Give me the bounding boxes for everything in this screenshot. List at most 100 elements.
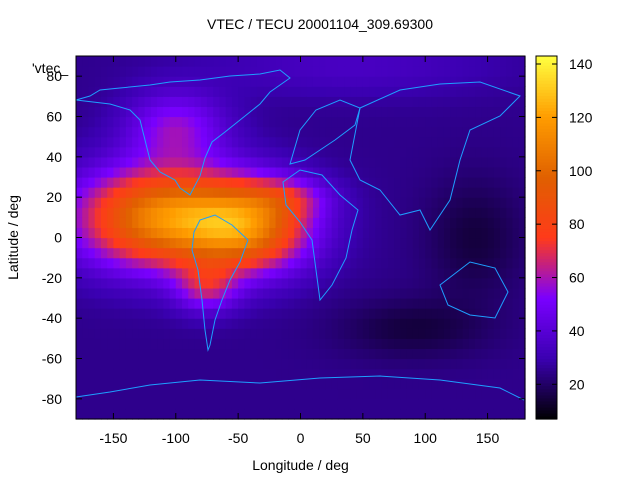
heatmap-cell <box>475 197 482 208</box>
heatmap-cell <box>238 378 245 390</box>
heatmap-cell <box>506 328 514 339</box>
heatmap-cell <box>381 207 389 218</box>
heatmap-cell <box>319 308 327 319</box>
heatmap-cell <box>487 298 495 309</box>
heatmap-cell <box>256 207 264 218</box>
heatmap-cell <box>244 106 252 118</box>
heatmap-cell <box>325 237 333 249</box>
heatmap-cell <box>450 247 458 259</box>
heatmap-cell <box>188 247 196 259</box>
coastline-north-america <box>75 69 291 196</box>
heatmap-cell <box>319 298 327 309</box>
heatmap-cell <box>456 56 464 67</box>
heatmap-cell <box>356 358 364 370</box>
heatmap-cell <box>100 166 108 178</box>
heatmap-cell <box>481 166 489 178</box>
heatmap-cell <box>150 106 158 118</box>
heatmap-cell <box>76 166 83 178</box>
heatmap-cell <box>468 328 476 339</box>
heatmap-cell <box>88 358 96 370</box>
heatmap-cell <box>400 287 408 299</box>
heatmap-cell <box>412 277 420 289</box>
heatmap-cell <box>506 207 514 218</box>
colorbar-segment <box>536 279 557 284</box>
heatmap-cell <box>362 106 370 118</box>
heatmap-cell <box>188 287 196 299</box>
heatmap-cell <box>493 328 501 339</box>
heatmap-cell <box>76 217 83 229</box>
heatmap-cell <box>319 227 327 239</box>
heatmap-cell <box>107 368 115 380</box>
heatmap-cell <box>394 237 401 249</box>
heatmap-cell <box>269 207 277 218</box>
heatmap-cell <box>182 126 189 138</box>
heatmap-cell <box>138 207 146 218</box>
heatmap-cell <box>431 398 439 410</box>
heatmap-cell <box>487 308 495 319</box>
heatmap-cell <box>263 308 270 319</box>
heatmap-cell <box>275 257 283 269</box>
heatmap-cell <box>512 328 520 339</box>
heatmap-cell <box>319 338 327 350</box>
heatmap-cell <box>132 318 139 329</box>
heatmap-cell <box>300 106 308 118</box>
heatmap-cell <box>194 136 202 148</box>
heatmap-cell <box>319 257 327 269</box>
heatmap-cell <box>269 177 277 188</box>
heatmap-cell <box>269 116 277 128</box>
heatmap-cell <box>493 237 501 249</box>
colorbar-segment <box>536 192 557 196</box>
heatmap-cell <box>500 106 507 118</box>
heatmap-cell <box>206 166 214 178</box>
heatmap-cell <box>150 378 158 390</box>
heatmap-cell <box>512 166 520 178</box>
heatmap-cell <box>175 348 183 360</box>
heatmap-cell <box>200 66 208 77</box>
heatmap-cell <box>88 328 96 339</box>
heatmap-cell <box>250 116 258 128</box>
heatmap-cell <box>437 308 445 319</box>
heatmap-cell <box>157 398 164 410</box>
heatmap-cell <box>256 348 264 360</box>
heatmap-cell <box>238 207 245 218</box>
heatmap-cell <box>306 287 314 299</box>
heatmap-cell <box>200 166 208 178</box>
heatmap-cell <box>213 328 221 339</box>
heatmap-cell <box>263 217 270 229</box>
heatmap-cell <box>206 358 214 370</box>
heatmap-cell <box>375 267 383 279</box>
heatmap-cell <box>238 318 245 329</box>
heatmap-cell <box>300 56 308 67</box>
heatmap-cell <box>206 227 214 239</box>
heatmap-cell <box>244 177 252 188</box>
heatmap-cell <box>475 227 482 239</box>
heatmap-cell <box>400 86 408 97</box>
heatmap-cell <box>157 368 164 380</box>
colorbar-segment <box>536 406 557 411</box>
heatmap-cell <box>275 408 283 420</box>
heatmap-cell <box>231 287 239 299</box>
heatmap-cell <box>275 247 283 259</box>
heatmap-cell <box>450 156 458 168</box>
heatmap-cell <box>387 247 395 259</box>
heatmap-cell <box>107 187 115 198</box>
colorbar-segment <box>536 113 557 118</box>
heatmap <box>76 56 526 420</box>
heatmap-cell <box>337 96 345 108</box>
heatmap-cell <box>325 287 333 299</box>
heatmap-cell <box>94 318 102 329</box>
heatmap-cell <box>256 56 264 67</box>
heatmap-cell <box>294 76 302 87</box>
heatmap-cell <box>150 56 158 67</box>
heatmap-cell <box>88 308 96 319</box>
heatmap-cell <box>188 96 196 108</box>
heatmap-cell <box>418 136 426 148</box>
heatmap-cell <box>331 116 339 128</box>
heatmap-cell <box>250 398 258 410</box>
heatmap-cell <box>369 156 376 168</box>
heatmap-cell <box>107 136 115 148</box>
heatmap-cell <box>294 237 302 249</box>
heatmap-cell <box>225 177 233 188</box>
heatmap-cell <box>100 287 108 299</box>
heatmap-cell <box>94 177 102 188</box>
